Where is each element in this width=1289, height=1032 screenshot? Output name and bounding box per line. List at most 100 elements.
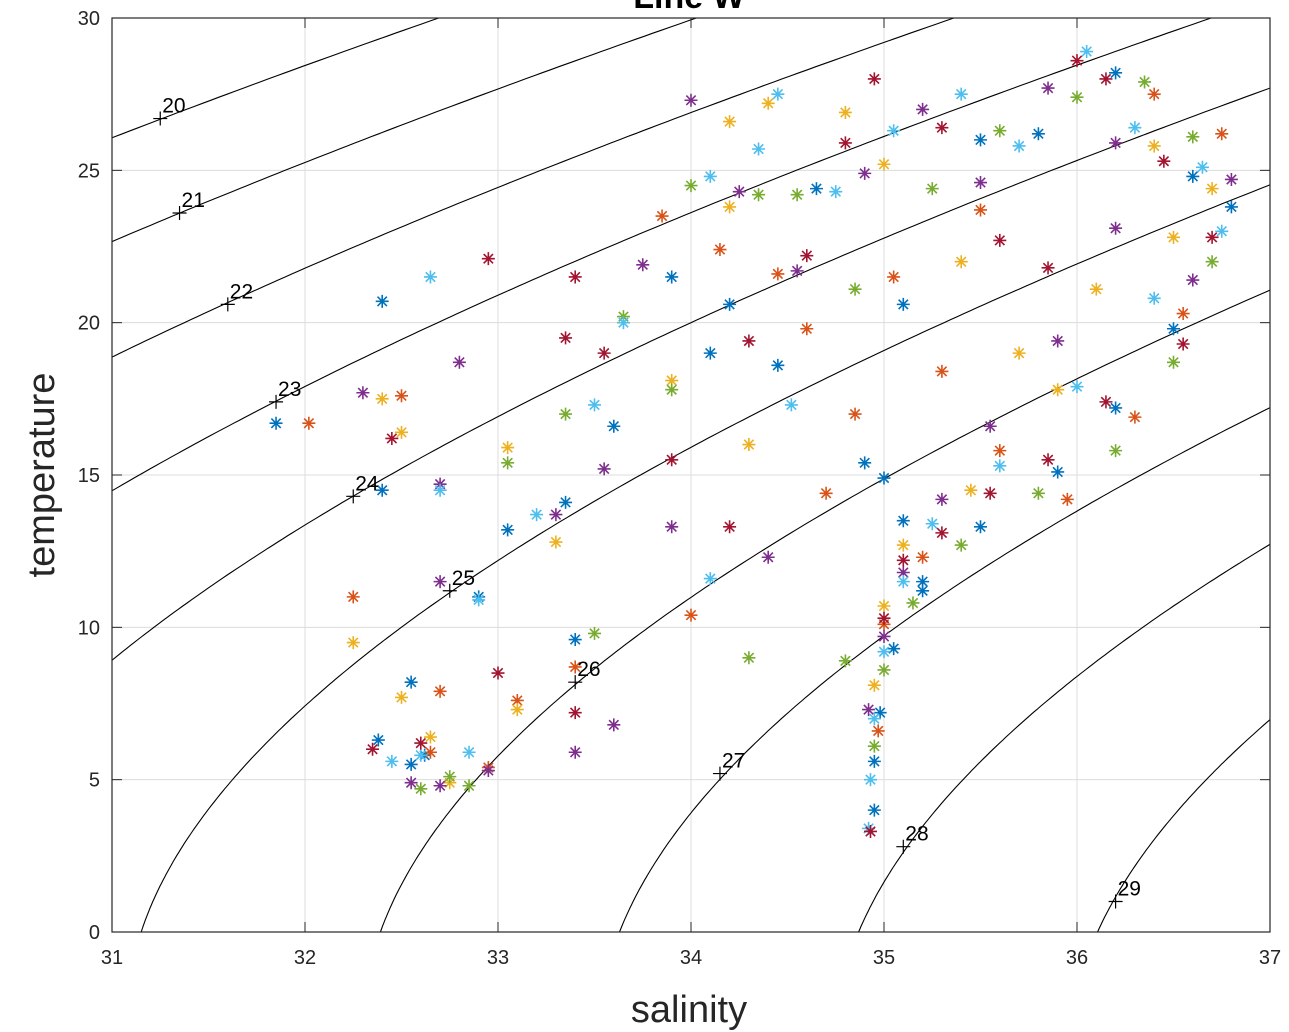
data-point xyxy=(1167,322,1180,336)
data-point xyxy=(896,538,910,552)
data-points xyxy=(269,45,1238,838)
data-point xyxy=(510,693,524,707)
data-point xyxy=(742,438,756,452)
data-point xyxy=(871,724,885,738)
y-tick-label: 20 xyxy=(78,313,100,335)
data-point xyxy=(993,124,1007,138)
contour-label-marker xyxy=(269,394,284,409)
data-point xyxy=(848,407,862,421)
data-point xyxy=(1070,380,1084,394)
data-point xyxy=(1051,334,1065,348)
contour-label-marker xyxy=(153,111,168,126)
y-tick-label: 0 xyxy=(89,922,100,944)
data-point xyxy=(607,718,621,732)
data-point xyxy=(896,514,910,528)
data-point xyxy=(665,383,679,397)
data-point xyxy=(723,297,737,311)
data-point xyxy=(877,663,891,677)
y-tick-label: 10 xyxy=(78,617,100,639)
y-tick-label: 25 xyxy=(78,160,100,182)
data-point xyxy=(1195,160,1209,174)
data-point xyxy=(491,666,505,680)
data-point xyxy=(896,297,910,311)
data-point xyxy=(993,444,1007,458)
data-point xyxy=(993,459,1007,473)
data-point xyxy=(1186,130,1200,144)
data-point xyxy=(1215,224,1229,238)
data-point xyxy=(1070,90,1084,104)
data-point xyxy=(974,133,987,147)
data-point xyxy=(1205,255,1219,269)
contour-label: 20 xyxy=(162,95,185,118)
data-point xyxy=(863,824,877,838)
data-point xyxy=(452,355,466,369)
data-point xyxy=(925,517,939,531)
density-contours xyxy=(112,18,1270,932)
data-point xyxy=(877,599,891,613)
contour-label-marker xyxy=(172,205,187,220)
data-point xyxy=(1186,273,1200,287)
data-point xyxy=(1186,169,1200,183)
contour-label-marker xyxy=(568,675,583,690)
data-point xyxy=(703,346,717,360)
data-point xyxy=(501,456,515,470)
data-point xyxy=(395,690,408,704)
data-point xyxy=(742,651,756,665)
data-point xyxy=(800,322,814,336)
data-point xyxy=(877,645,891,659)
data-point xyxy=(935,364,949,378)
contour-labels: 20 21 22 23 24 25 26 27 28 29 xyxy=(153,95,1141,909)
data-point xyxy=(607,419,621,433)
data-point xyxy=(375,483,389,497)
data-point xyxy=(761,96,775,110)
data-point xyxy=(568,706,582,720)
data-point xyxy=(877,629,891,643)
data-point xyxy=(481,252,495,266)
data-point xyxy=(887,642,901,656)
data-point xyxy=(916,575,930,589)
data-point xyxy=(549,535,563,549)
data-point xyxy=(684,93,698,107)
data-point xyxy=(732,185,746,199)
contour-label: 27 xyxy=(722,750,745,773)
data-point xyxy=(974,176,987,190)
data-point xyxy=(414,748,428,762)
data-point xyxy=(1012,346,1026,360)
data-point xyxy=(954,255,968,269)
data-point xyxy=(867,712,881,726)
x-tick-label: 37 xyxy=(1259,947,1281,969)
data-point xyxy=(597,462,611,476)
data-point xyxy=(568,633,582,647)
x-axis-label: salinity xyxy=(631,989,747,1031)
data-point xyxy=(1070,54,1084,68)
data-point xyxy=(896,565,910,579)
data-point xyxy=(896,553,910,567)
data-point xyxy=(906,596,920,610)
contour-label-marker xyxy=(442,583,457,598)
data-point xyxy=(684,179,698,193)
contour-label: 26 xyxy=(577,658,600,681)
data-point xyxy=(385,431,399,445)
grid xyxy=(112,18,1270,932)
data-point xyxy=(269,416,283,430)
data-point xyxy=(877,611,891,625)
data-point xyxy=(1041,453,1055,467)
data-point xyxy=(433,483,447,497)
data-point xyxy=(1205,182,1219,196)
data-point xyxy=(983,486,997,500)
data-point xyxy=(1128,410,1142,424)
data-point xyxy=(935,526,949,540)
data-point xyxy=(1031,486,1045,500)
density-contour-line xyxy=(112,87,1270,661)
data-point xyxy=(1051,383,1065,397)
data-point xyxy=(790,188,804,202)
data-point xyxy=(597,346,611,360)
data-point xyxy=(867,803,881,817)
data-point xyxy=(873,706,887,720)
data-point xyxy=(1089,282,1103,296)
data-point xyxy=(993,233,1007,247)
data-point xyxy=(1128,121,1142,135)
y-tick-label: 30 xyxy=(78,8,100,30)
data-point xyxy=(867,754,881,768)
data-point xyxy=(1080,45,1094,59)
